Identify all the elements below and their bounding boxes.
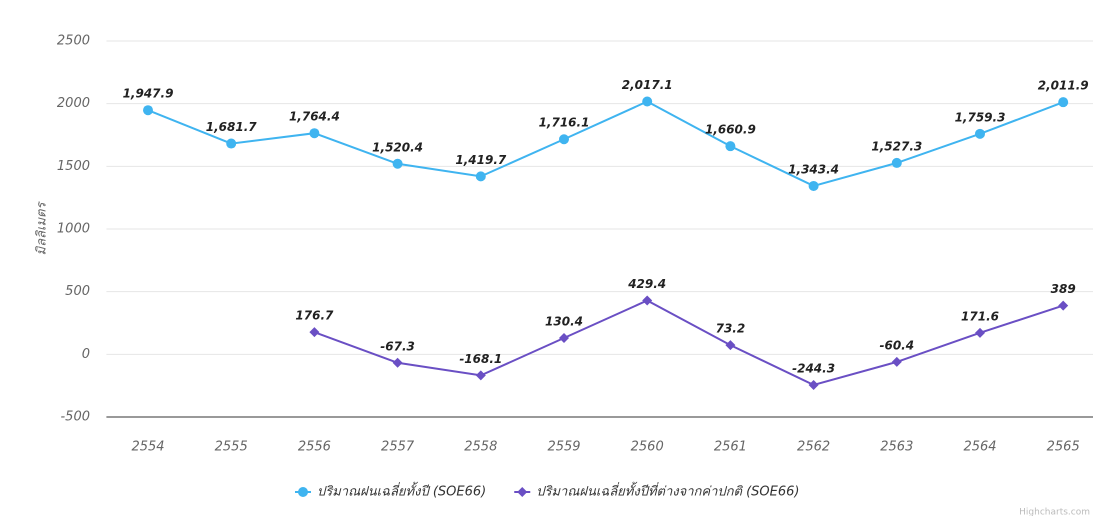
data-label: 389 (1051, 282, 1076, 296)
point (891, 356, 902, 367)
y-tick-label: 2000 (57, 96, 90, 111)
credit: Highcharts.com (1019, 508, 1090, 516)
point (392, 158, 403, 169)
data-label: 171.6 (961, 309, 999, 323)
data-label: 1,660.9 (705, 123, 756, 137)
x-tick-label: 2558 (464, 440, 497, 455)
point (725, 340, 736, 351)
data-label: 176.7 (295, 309, 334, 323)
y-tick-label: 1000 (57, 222, 90, 237)
point (559, 332, 569, 343)
legend-symbol (517, 487, 528, 497)
data-label: 1,343.4 (788, 162, 839, 176)
x-tick-label: 2556 (298, 440, 331, 455)
point (642, 96, 653, 107)
data-label: 429.4 (627, 277, 666, 291)
data-label: 2,011.9 (1038, 79, 1089, 93)
legend-label: ปริมาณฝนเฉลี่ยทั้งปี (SOE66) (317, 482, 486, 500)
series-line (147, 100, 1064, 188)
data-label: 1,759.3 (955, 110, 1006, 124)
point (475, 370, 486, 381)
data-label: 1,520.4 (372, 140, 423, 154)
point (725, 141, 736, 152)
x-tick-label: 2561 (714, 440, 747, 455)
data-label: 1,527.3 (871, 139, 922, 153)
point (975, 128, 985, 139)
data-label: -67.3 (380, 339, 415, 353)
point (226, 138, 237, 149)
point (975, 327, 985, 338)
y-tick-label: -500 (60, 410, 90, 425)
point (891, 157, 902, 168)
data-label: 2,017.1 (622, 78, 673, 92)
y-tick-label: 0 (82, 347, 90, 362)
legend-symbol (298, 487, 308, 497)
x-tick-label: 2559 (547, 440, 580, 455)
data-label: 130.4 (545, 314, 583, 328)
y-axis-label: มิลลิเมตร (35, 201, 50, 256)
series-line (314, 299, 1064, 387)
x-tick-label: 2562 (797, 440, 830, 455)
y-tick-label: 1500 (57, 159, 90, 174)
point (642, 295, 653, 306)
point (392, 357, 403, 368)
legend-label: ปริมาณฝนเฉลี่ยทั้งปีที่ต่างจากค่าปกติ (S… (536, 482, 799, 500)
point (1058, 300, 1069, 311)
point (808, 180, 819, 191)
data-label: 1,764.4 (289, 110, 340, 124)
x-tick-label: 2555 (215, 440, 248, 455)
y-tick-label: 2500 (57, 34, 90, 49)
point (309, 128, 320, 139)
point (1058, 97, 1069, 108)
data-label: 1,947.9 (123, 87, 174, 101)
data-label: 1,716.1 (539, 116, 590, 130)
point (808, 379, 819, 390)
point (475, 171, 486, 182)
data-label: 1,419.7 (455, 153, 507, 167)
x-tick-label: 2560 (631, 440, 664, 455)
x-tick-label: 2563 (880, 440, 913, 455)
point (309, 327, 320, 338)
y-tick-label: 500 (65, 284, 90, 299)
x-tick-label: 2564 (963, 440, 996, 455)
x-tick-label: 2565 (1047, 440, 1080, 455)
data-label: 1,681.7 (206, 120, 258, 134)
x-tick-label: 2554 (131, 440, 164, 455)
x-tick-label: 2557 (381, 440, 415, 455)
data-label: 73.2 (716, 322, 746, 336)
data-label: -60.4 (880, 338, 915, 352)
point (143, 105, 153, 116)
data-label: -168.1 (459, 352, 502, 366)
point (559, 134, 569, 145)
data-label: -244.3 (792, 361, 835, 375)
